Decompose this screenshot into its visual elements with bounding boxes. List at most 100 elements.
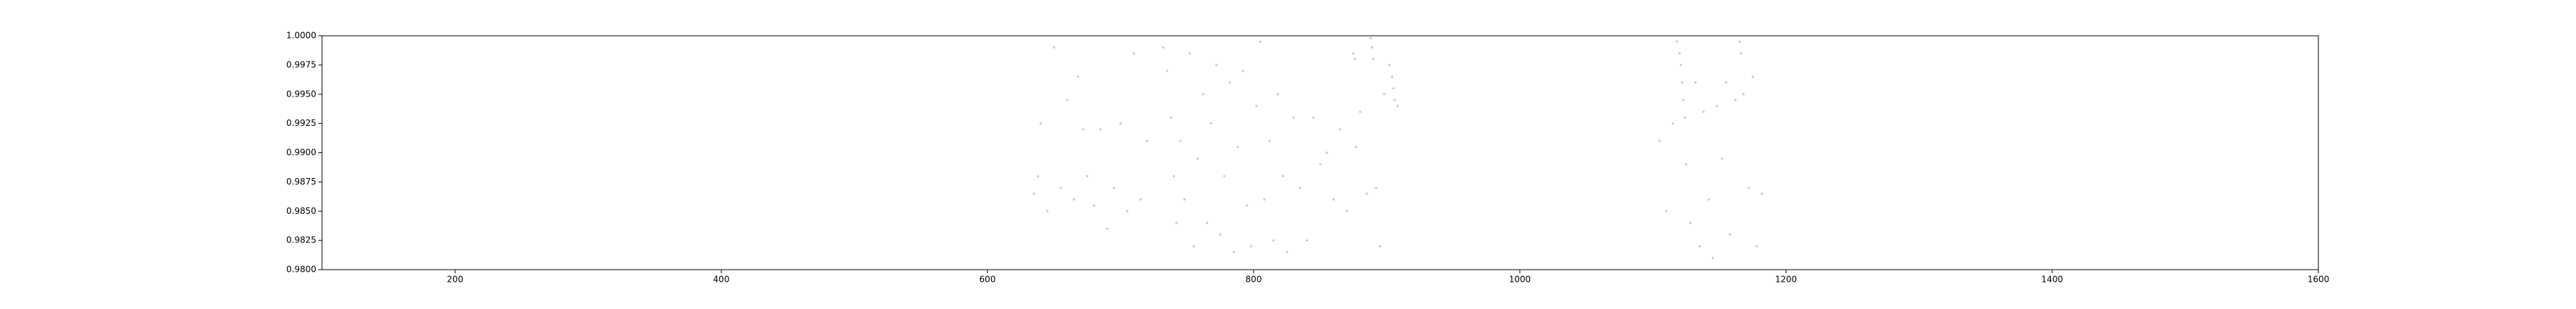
- x-tick-label: 600: [980, 275, 996, 285]
- point: [1724, 81, 1727, 84]
- point: [1189, 52, 1191, 55]
- point: [1236, 145, 1239, 148]
- y-tick-label: 0.9975: [286, 59, 316, 69]
- point: [1312, 116, 1315, 119]
- point: [1698, 245, 1701, 247]
- point: [1209, 122, 1213, 125]
- point: [1734, 99, 1737, 102]
- point: [1285, 250, 1289, 254]
- point: [1228, 81, 1231, 84]
- point: [1037, 175, 1040, 177]
- point: [1715, 104, 1718, 107]
- point: [1066, 99, 1069, 102]
- point: [1352, 52, 1355, 55]
- point: [1073, 198, 1075, 201]
- point: [1721, 157, 1724, 160]
- point: [1339, 128, 1342, 131]
- point: [1263, 198, 1266, 201]
- point: [1106, 227, 1108, 230]
- point: [1139, 198, 1142, 201]
- point: [1372, 58, 1375, 61]
- point: [1192, 245, 1195, 247]
- point: [1059, 186, 1062, 190]
- point: [1675, 40, 1679, 43]
- point: [1396, 104, 1399, 107]
- point: [1206, 222, 1209, 225]
- point: [1272, 239, 1275, 242]
- x-tick-label: 1000: [1509, 275, 1531, 285]
- point: [1751, 75, 1755, 78]
- point: [1219, 233, 1222, 236]
- point: [1305, 239, 1308, 242]
- point: [1076, 75, 1080, 78]
- point: [1370, 36, 1372, 39]
- point: [1382, 93, 1385, 96]
- point: [1712, 257, 1714, 260]
- y-tick-label: 0.9875: [286, 177, 316, 187]
- y-tick-label: 0.9925: [286, 118, 316, 128]
- point: [1738, 40, 1741, 43]
- point: [1740, 52, 1742, 55]
- y-tick-label: 0.9800: [286, 265, 316, 275]
- point: [1345, 210, 1348, 212]
- point: [1039, 122, 1042, 125]
- y-tick-label: 0.9850: [286, 206, 316, 216]
- point: [1033, 192, 1035, 195]
- y-tick-label: 0.9825: [286, 235, 316, 245]
- point: [1684, 116, 1687, 119]
- point: [1268, 139, 1271, 142]
- point: [1085, 175, 1089, 177]
- point: [1682, 99, 1685, 102]
- point: [1370, 46, 1374, 49]
- point: [1392, 87, 1395, 90]
- point: [1126, 210, 1128, 212]
- point: [1760, 192, 1764, 195]
- point: [1694, 81, 1697, 84]
- point: [1196, 157, 1199, 160]
- point: [1241, 69, 1244, 72]
- point: [1747, 186, 1750, 190]
- point: [1375, 186, 1377, 190]
- point: [1232, 250, 1235, 254]
- point: [1672, 122, 1674, 125]
- point: [1742, 93, 1745, 96]
- point: [1325, 151, 1328, 154]
- point: [1276, 93, 1279, 96]
- point: [1702, 110, 1705, 113]
- point: [1707, 198, 1710, 201]
- point: [1170, 116, 1173, 119]
- point: [1146, 139, 1148, 142]
- point: [1166, 69, 1169, 72]
- point: [1355, 145, 1357, 148]
- x-tick-label: 1600: [2308, 275, 2330, 285]
- point: [1365, 192, 1368, 195]
- point: [1390, 75, 1394, 78]
- point: [1172, 175, 1175, 177]
- point: [1099, 128, 1102, 131]
- point: [1215, 64, 1218, 67]
- point: [1359, 110, 1362, 113]
- point: [1179, 139, 1182, 142]
- point: [1133, 52, 1136, 55]
- point: [1259, 40, 1262, 43]
- point: [1093, 204, 1096, 207]
- point: [1665, 210, 1668, 212]
- point: [1201, 93, 1204, 96]
- x-tick-label: 800: [1246, 275, 1262, 285]
- point: [1393, 99, 1396, 102]
- x-tick-label: 200: [447, 275, 464, 285]
- y-tick-label: 0.9900: [286, 147, 316, 157]
- point: [1175, 222, 1178, 225]
- point: [1353, 58, 1356, 61]
- point: [1082, 128, 1085, 131]
- point: [1678, 52, 1681, 55]
- point: [1223, 175, 1226, 177]
- point: [1319, 163, 1322, 166]
- point: [1689, 222, 1692, 225]
- point: [1681, 81, 1684, 84]
- point: [1282, 175, 1284, 177]
- point: [1658, 139, 1661, 142]
- x-tick-label: 1400: [2041, 275, 2064, 285]
